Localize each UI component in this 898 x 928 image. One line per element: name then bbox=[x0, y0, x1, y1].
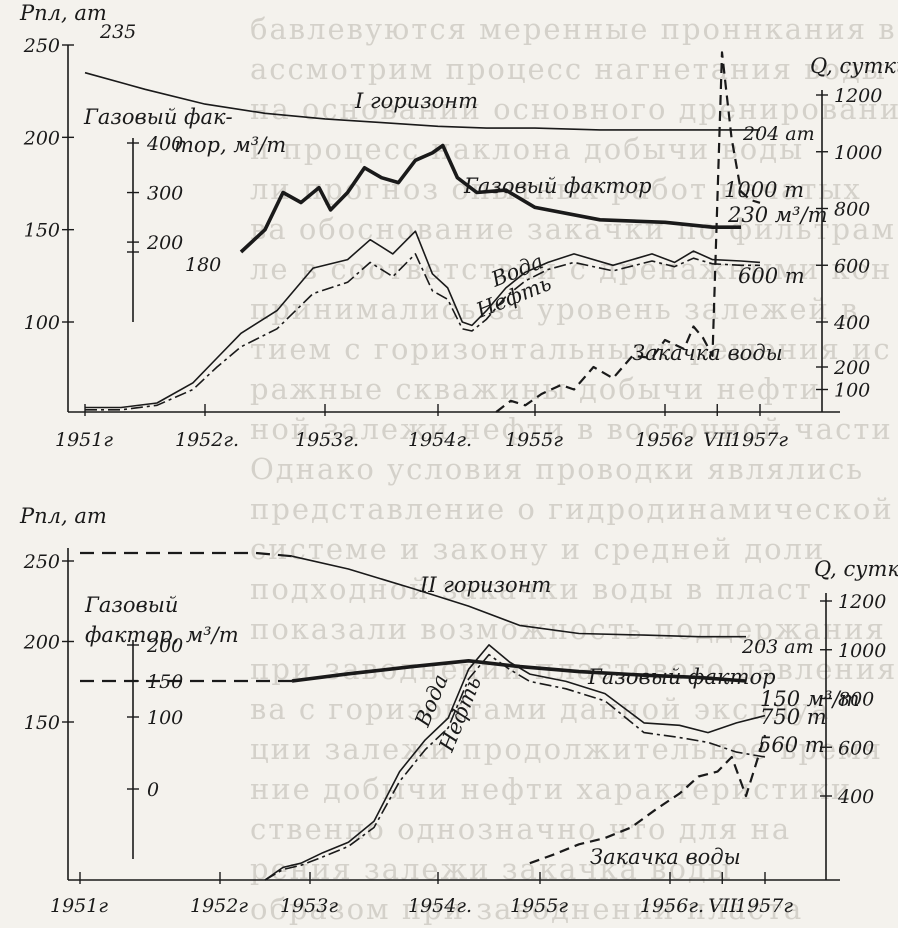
chart2-series-gas-factor bbox=[291, 659, 747, 683]
chart1-x-tick-label: 1954г. bbox=[408, 429, 472, 451]
chart1-x-tick-label: 1956г bbox=[635, 429, 693, 451]
chart2-water-end-label: 750 т bbox=[760, 705, 827, 729]
chart1-left-tick-label: 250 bbox=[23, 35, 60, 57]
chart2-series-pressure bbox=[291, 555, 746, 638]
chart1-left-tick-label: 200 bbox=[23, 127, 60, 149]
chart1-injection-label: Закачка воды bbox=[632, 341, 783, 365]
chart1-gas-axis-label-2: тор, м³/т bbox=[174, 133, 286, 157]
chart1-series-oil bbox=[85, 253, 760, 411]
chart1-gas-factor-label: Газовый фактор bbox=[463, 174, 652, 198]
chart2-gas-factor-label: Газовый фактор bbox=[587, 665, 776, 689]
chart1-right-tick-label: 800 bbox=[834, 199, 870, 221]
chart1-series-water bbox=[85, 230, 761, 409]
chart1-gas-start-label: 180 bbox=[185, 254, 221, 276]
chart2-gas-tick-label: 150 bbox=[147, 671, 183, 693]
chart1-x-tick-label: 1955г bbox=[505, 429, 563, 451]
chart2-left-tick-label: 250 bbox=[23, 551, 60, 573]
chart2-injection-label: Закачка воды bbox=[590, 845, 741, 869]
chart2-series-oil bbox=[264, 653, 766, 881]
chart2-x-tick-label: 1951г bbox=[50, 895, 108, 917]
chart2-series-pressure-dashed bbox=[80, 551, 293, 558]
chart1-x-tick-label: VII bbox=[703, 429, 732, 451]
chart1-gas-axis-label-1: Газовый фак- bbox=[83, 105, 233, 129]
chart1-injection-end-label: 1000 т bbox=[724, 178, 804, 202]
chart2-title: II горизонт bbox=[419, 573, 551, 597]
chart1-left-tick-label: 100 bbox=[24, 312, 60, 334]
chart1-right-tick-label: 100 bbox=[834, 380, 870, 402]
chart1-gas-tick-label: 400 bbox=[146, 133, 183, 155]
chart1-right-axis-label: Q, сутки bbox=[810, 54, 898, 78]
chart1-series-injection bbox=[495, 51, 761, 413]
chart2-oil-end-label: 560 т bbox=[758, 733, 825, 757]
chart2-gas-tick-label: 100 bbox=[147, 707, 183, 729]
chart1-x-tick-label: 1953г. bbox=[295, 429, 359, 451]
chart1-gas-end-label: 230 м³/т bbox=[727, 203, 828, 227]
chart1-x-tick-label: 1951г bbox=[55, 429, 113, 451]
chart2-x-tick-label: 1952г bbox=[190, 895, 248, 917]
chart2-x-tick-label: 1954г. bbox=[408, 895, 472, 917]
chart1-title: I горизонт bbox=[354, 89, 478, 113]
chart2-left-axis-label: Рпл, ат bbox=[19, 504, 107, 528]
chart1-x-tick-label: 1957г bbox=[730, 429, 788, 451]
chart1-water-end-label: 600 т bbox=[738, 264, 805, 288]
chart2-right-tick-label: 400 bbox=[837, 786, 874, 808]
chart1-gas-tick-label: 200 bbox=[146, 232, 183, 254]
chart2-x-tick-label: 1953г bbox=[280, 895, 338, 917]
chart2-right-tick-label: 1200 bbox=[838, 591, 886, 613]
chart2-gas-tick-label: 0 bbox=[147, 779, 159, 801]
chart2-x-tick-label: VII bbox=[708, 895, 737, 917]
chart1-series-pressure bbox=[84, 71, 760, 131]
chart1-left-axis-label: Рпл, ат bbox=[19, 1, 107, 25]
chart2-gas-axis-label-2: фактор, м³/т bbox=[85, 623, 239, 647]
chart2-gas-axis-label-1: Газовый bbox=[84, 593, 178, 617]
chart2-right-tick-label: 600 bbox=[838, 737, 874, 759]
chart2-left-tick-label: 150 bbox=[24, 712, 60, 734]
chart1-left-tick-label: 150 bbox=[24, 220, 60, 242]
chart2-x-tick-label: 1957г bbox=[735, 895, 793, 917]
chart2-right-tick-label: 800 bbox=[838, 689, 874, 711]
chart1-x-tick-label: 1952г. bbox=[175, 429, 239, 451]
chart2-right-axis-label: Q, сутки bbox=[814, 557, 898, 581]
chart1-series-gas-factor bbox=[239, 143, 741, 254]
chart1-right-tick-label: 600 bbox=[834, 255, 870, 277]
chart2-gas-end-label: 150 м³/т bbox=[760, 687, 860, 711]
chart1-pressure-start-label: 235 bbox=[99, 21, 136, 43]
chart2-x-tick-label: 1956г. bbox=[640, 895, 704, 917]
chart2-x-tick-label: 1955г bbox=[510, 895, 568, 917]
chart2-pressure-end-label: 203 ат bbox=[741, 636, 814, 658]
chart1-gas-tick-label: 300 bbox=[147, 183, 183, 205]
chart1-right-tick-label: 1000 bbox=[834, 142, 882, 164]
chart2-left-tick-label: 200 bbox=[23, 632, 60, 654]
chart1-right-tick-label: 200 bbox=[833, 357, 870, 379]
chart1-right-tick-label: 400 bbox=[833, 312, 870, 334]
chart2-series-water bbox=[264, 644, 766, 881]
chart1-pressure-end-label: 204 ат bbox=[742, 123, 815, 145]
chart2-gas-tick-label: 200 bbox=[146, 635, 183, 657]
chart2-series-injection bbox=[529, 734, 767, 865]
chart1-right-tick-label: 1200 bbox=[834, 85, 882, 107]
chart2-right-tick-label: 1000 bbox=[838, 640, 886, 662]
